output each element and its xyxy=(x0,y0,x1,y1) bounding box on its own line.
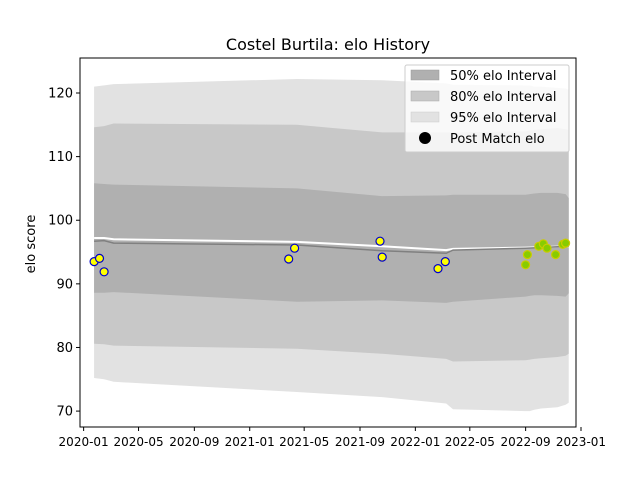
plot-frame xyxy=(79,57,577,428)
y-tick-label-70: 70 xyxy=(56,405,73,420)
legend-frame xyxy=(404,64,570,153)
x-tick-label-2022-05: 2022-05 xyxy=(445,435,495,449)
legend-label-50: 50% elo Interval xyxy=(450,69,557,84)
plot-area xyxy=(89,79,571,412)
chart-title: Costel Burtila: elo History xyxy=(226,35,430,54)
mean-elo-line xyxy=(94,237,569,252)
median-elo-line xyxy=(94,239,569,255)
post-match-point-9 xyxy=(440,257,450,267)
y-axis-label: elo score xyxy=(24,215,39,274)
post-match-point-10 xyxy=(520,260,531,270)
post-match-point-3 xyxy=(99,267,109,277)
axes: 70 80 90 100 110 120 2020-01 2020-05 2020-09 2021… xyxy=(48,57,606,449)
x-tick-label-2020-09: 2020-09 xyxy=(169,435,219,449)
x-tick-label-2020-01: 2020-01 xyxy=(59,435,109,449)
legend-label-post-match: Post Match elo xyxy=(450,132,545,147)
legend-label-95: 95% elo Interval xyxy=(450,111,557,126)
x-tick-label-2022-01: 2022-01 xyxy=(390,435,440,449)
x-tick-label-2020-05: 2020-05 xyxy=(113,435,163,449)
post-match-point-2 xyxy=(94,253,105,263)
x-tick-label-2022-09: 2022-09 xyxy=(501,435,551,449)
post-match-point-11 xyxy=(522,250,533,260)
legend-swatch-80 xyxy=(410,90,440,102)
post-match-point-15 xyxy=(550,250,561,260)
x-tick-label-2021-01: 2021-01 xyxy=(225,435,275,449)
post-match-point-5 xyxy=(290,243,300,253)
x-tick-label-2023-01: 2023-01 xyxy=(556,435,606,449)
y-tick-label-100: 100 xyxy=(48,214,73,229)
y-tick-label-110: 110 xyxy=(48,150,73,165)
legend-label-80: 80% elo Interval xyxy=(450,90,557,105)
y-tick-label-90: 90 xyxy=(56,277,73,292)
legend: 50% elo Interval 80% elo Interval 95% el… xyxy=(404,64,570,153)
legend-marker-post-match xyxy=(419,132,431,144)
post-match-point-8 xyxy=(433,264,443,274)
post-match-point-6 xyxy=(375,236,385,246)
post-match-point-14 xyxy=(542,243,552,253)
post-match-point-4 xyxy=(284,254,294,264)
post-match-point-17 xyxy=(560,238,571,248)
y-tick-label-80: 80 xyxy=(56,341,73,356)
x-tick-label-2021-09: 2021-09 xyxy=(335,435,385,449)
legend-swatch-50 xyxy=(410,69,440,81)
legend-swatch-95 xyxy=(410,111,440,123)
y-tick-label-120: 120 xyxy=(48,86,73,101)
post-match-point-7 xyxy=(377,252,387,262)
x-tick-label-2021-05: 2021-05 xyxy=(279,435,329,449)
